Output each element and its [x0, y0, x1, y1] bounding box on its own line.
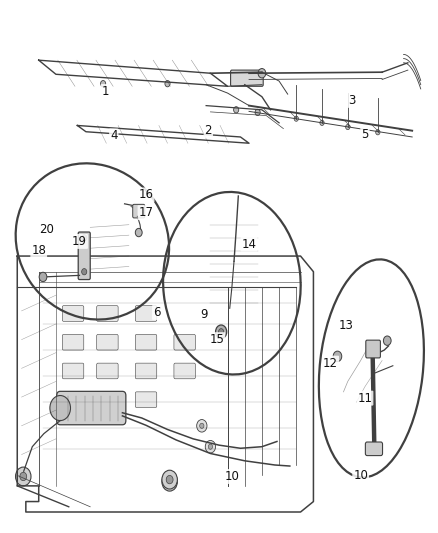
Text: 12: 12 — [323, 357, 338, 369]
Circle shape — [208, 444, 212, 449]
FancyBboxPatch shape — [135, 363, 157, 379]
Text: 1: 1 — [102, 85, 109, 98]
Text: 20: 20 — [39, 223, 54, 236]
Circle shape — [333, 351, 342, 361]
FancyBboxPatch shape — [135, 306, 157, 321]
FancyBboxPatch shape — [97, 392, 118, 408]
FancyBboxPatch shape — [133, 204, 145, 218]
FancyBboxPatch shape — [57, 391, 126, 425]
Circle shape — [101, 80, 106, 87]
Text: 10: 10 — [224, 470, 239, 483]
Circle shape — [200, 423, 204, 429]
Circle shape — [376, 130, 380, 135]
FancyBboxPatch shape — [62, 363, 84, 379]
Text: 16: 16 — [138, 189, 154, 201]
Circle shape — [197, 419, 207, 432]
Text: 17: 17 — [138, 206, 154, 219]
FancyBboxPatch shape — [230, 70, 263, 86]
Text: 18: 18 — [31, 244, 46, 257]
Text: 10: 10 — [353, 469, 368, 482]
Circle shape — [81, 269, 87, 275]
Circle shape — [205, 440, 215, 453]
Text: 13: 13 — [338, 319, 353, 332]
FancyBboxPatch shape — [366, 340, 380, 358]
Text: 3: 3 — [348, 94, 356, 107]
Circle shape — [50, 395, 71, 421]
Text: 9: 9 — [200, 308, 208, 321]
Circle shape — [233, 107, 239, 113]
Circle shape — [166, 475, 173, 484]
Circle shape — [162, 472, 177, 491]
FancyBboxPatch shape — [135, 392, 157, 408]
Circle shape — [320, 120, 324, 125]
FancyBboxPatch shape — [97, 306, 118, 321]
Circle shape — [294, 116, 298, 122]
Circle shape — [255, 109, 260, 116]
FancyBboxPatch shape — [62, 306, 84, 321]
Circle shape — [135, 228, 142, 237]
Text: 11: 11 — [357, 392, 372, 405]
FancyBboxPatch shape — [78, 232, 90, 280]
Text: 19: 19 — [72, 235, 87, 248]
Circle shape — [258, 69, 266, 78]
Circle shape — [162, 470, 177, 489]
Circle shape — [383, 336, 391, 345]
FancyBboxPatch shape — [174, 334, 195, 350]
Circle shape — [20, 472, 27, 481]
Text: 15: 15 — [209, 333, 224, 346]
Circle shape — [346, 124, 350, 130]
Circle shape — [39, 272, 47, 281]
Circle shape — [15, 467, 31, 486]
FancyBboxPatch shape — [62, 392, 84, 408]
Circle shape — [165, 80, 170, 87]
Circle shape — [166, 478, 173, 486]
FancyBboxPatch shape — [62, 334, 84, 350]
Text: 6: 6 — [153, 306, 160, 319]
Circle shape — [215, 325, 227, 338]
Text: 14: 14 — [241, 238, 257, 251]
Text: 4: 4 — [110, 130, 117, 142]
FancyBboxPatch shape — [97, 334, 118, 350]
FancyBboxPatch shape — [135, 334, 157, 350]
Circle shape — [81, 235, 87, 241]
Text: 2: 2 — [205, 124, 212, 137]
Text: 5: 5 — [361, 128, 369, 141]
Circle shape — [219, 329, 224, 335]
FancyBboxPatch shape — [97, 363, 118, 379]
FancyBboxPatch shape — [174, 363, 195, 379]
FancyBboxPatch shape — [365, 442, 382, 456]
